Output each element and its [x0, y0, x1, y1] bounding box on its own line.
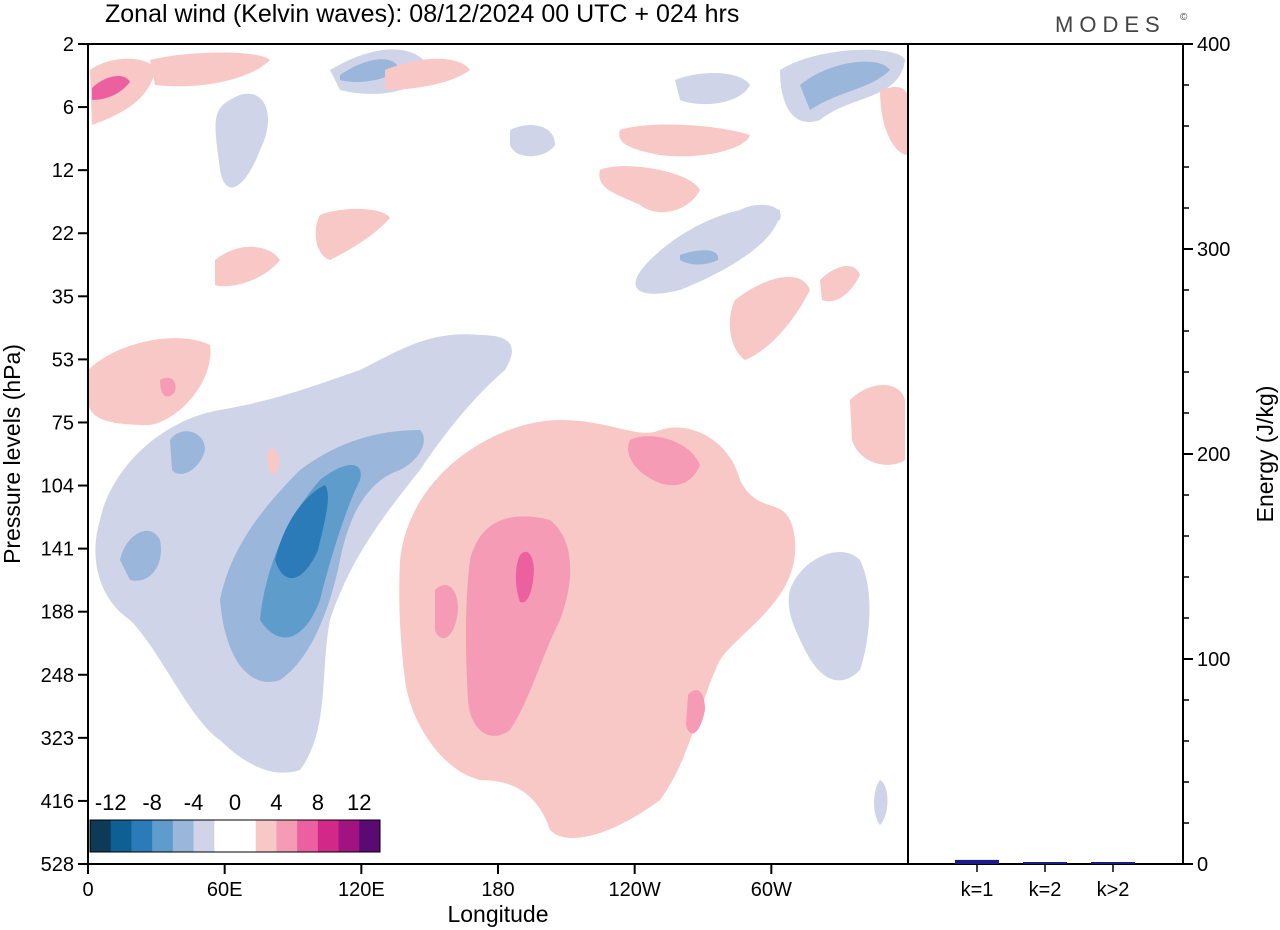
modes-logo: MODES — [1055, 12, 1166, 37]
y-tick-label: 188 — [41, 602, 74, 624]
y-tick-label: 416 — [41, 791, 74, 813]
contour-region — [160, 377, 176, 397]
y-tick-label: 141 — [41, 539, 74, 561]
colorbar-swatch — [276, 820, 298, 852]
energy-tick-label: 100 — [1197, 649, 1230, 671]
y-tick-label: 12 — [52, 160, 74, 182]
y-tick-label: 528 — [41, 854, 74, 876]
colorbar-swatch — [359, 820, 381, 852]
contour-region — [215, 246, 280, 287]
colorbar-swatch — [172, 820, 195, 852]
energy-axis-title: Energy (J/kg) — [1252, 386, 1278, 523]
contour-region — [675, 73, 750, 105]
chart-title: Zonal wind (Kelvin waves): 08/12/2024 00… — [105, 0, 739, 28]
contour-region — [619, 124, 750, 157]
x-tick-label: 0 — [82, 879, 93, 901]
contour-region — [686, 690, 705, 734]
energy-tick-label: 0 — [1197, 854, 1208, 876]
colorbar-label: 4 — [270, 790, 282, 815]
y-tick-label: 22 — [52, 223, 74, 245]
energy-tick-label: 300 — [1197, 239, 1230, 261]
contour-region — [435, 585, 458, 639]
contour-region — [800, 61, 890, 110]
contour-region — [874, 780, 888, 825]
contour-region — [628, 436, 700, 486]
contour-region — [788, 551, 870, 681]
contour-region — [880, 87, 908, 155]
colorbar-swatch — [110, 820, 132, 852]
x-axis-title: Longitude — [447, 901, 548, 927]
colorbar-label: -8 — [142, 790, 162, 815]
contour-region — [90, 58, 155, 125]
y-tick-label: 35 — [52, 286, 74, 308]
contour-region — [215, 93, 269, 188]
y-axis-title: Pressure levels (hPa) — [0, 344, 25, 564]
x-axis: 0 60E 120E 180 120W 60W — [82, 864, 792, 901]
contour-region — [315, 208, 390, 260]
energy-category-label: k>2 — [1097, 879, 1130, 901]
contour-region — [170, 431, 205, 474]
energy-tick-label: 400 — [1197, 34, 1230, 56]
contour-region — [680, 250, 719, 265]
energy-category-label: k=1 — [961, 879, 994, 901]
contour-region — [465, 516, 571, 736]
energy-category-label: k=2 — [1029, 879, 1062, 901]
contour-region — [599, 166, 700, 213]
y-tick-label: 75 — [52, 412, 74, 434]
contour-region — [385, 58, 470, 90]
logo-mark: © — [1180, 12, 1188, 23]
energy-panel: 0 100 200 300 400 k=1 k=2 k>2 Energy (J/kg) — [908, 34, 1278, 901]
colorbar-label: 8 — [312, 790, 324, 815]
energy-bar — [1091, 862, 1135, 864]
y-tick-label: 6 — [63, 97, 74, 119]
contour-region — [88, 338, 211, 425]
x-tick-label: 120W — [609, 879, 661, 901]
y-tick-label: 53 — [52, 349, 74, 371]
colorbar-swatch — [338, 820, 360, 852]
contour-region — [275, 485, 328, 579]
colorbar-label: 12 — [347, 790, 371, 815]
contour-region — [740, 204, 781, 224]
colorbar-swatch — [90, 820, 112, 852]
contour-region — [510, 125, 555, 157]
contour-region — [515, 551, 534, 603]
colorbar-swatch — [131, 820, 153, 852]
y-tick-label: 2 — [63, 34, 74, 56]
contour-region — [729, 276, 810, 360]
contour-region — [850, 385, 905, 465]
colorbar-swatch — [214, 820, 236, 852]
contour-region — [820, 265, 860, 302]
colorbar-swatch — [297, 820, 319, 852]
y-tick-label: 104 — [41, 476, 74, 498]
x-tick-label: 120E — [338, 879, 385, 901]
colorbar-swatch — [317, 820, 340, 852]
colorbar-swatch — [152, 820, 174, 852]
energy-bar — [1023, 862, 1067, 864]
x-tick-label: 60E — [207, 879, 243, 901]
y-tick-label: 323 — [41, 728, 74, 750]
colorbar-swatch — [255, 820, 277, 852]
contour-region — [120, 530, 161, 581]
colorbar-swatch — [193, 820, 215, 852]
colorbar-label: -12 — [95, 790, 127, 815]
colorbar-label: -4 — [184, 790, 204, 815]
energy-bar — [955, 859, 999, 864]
contour-region — [399, 420, 796, 839]
colorbar-swatch — [235, 820, 257, 852]
heatmap-field — [88, 49, 908, 839]
energy-tick-label: 200 — [1197, 444, 1230, 466]
y-tick-label: 248 — [41, 665, 74, 687]
colorbar-frame — [89, 819, 381, 853]
contour-region — [150, 52, 270, 87]
colorbar-label: 0 — [229, 790, 241, 815]
x-tick-label: 60W — [751, 879, 792, 901]
contour-region — [92, 76, 130, 100]
colorbar: -12 -8 -4 0 4 8 12 — [89, 790, 381, 853]
y-axis: 2 6 12 22 35 53 75 104 141 188 248 323 416 528 — [41, 34, 88, 876]
x-tick-label: 180 — [481, 879, 514, 901]
contour-region — [267, 448, 280, 474]
